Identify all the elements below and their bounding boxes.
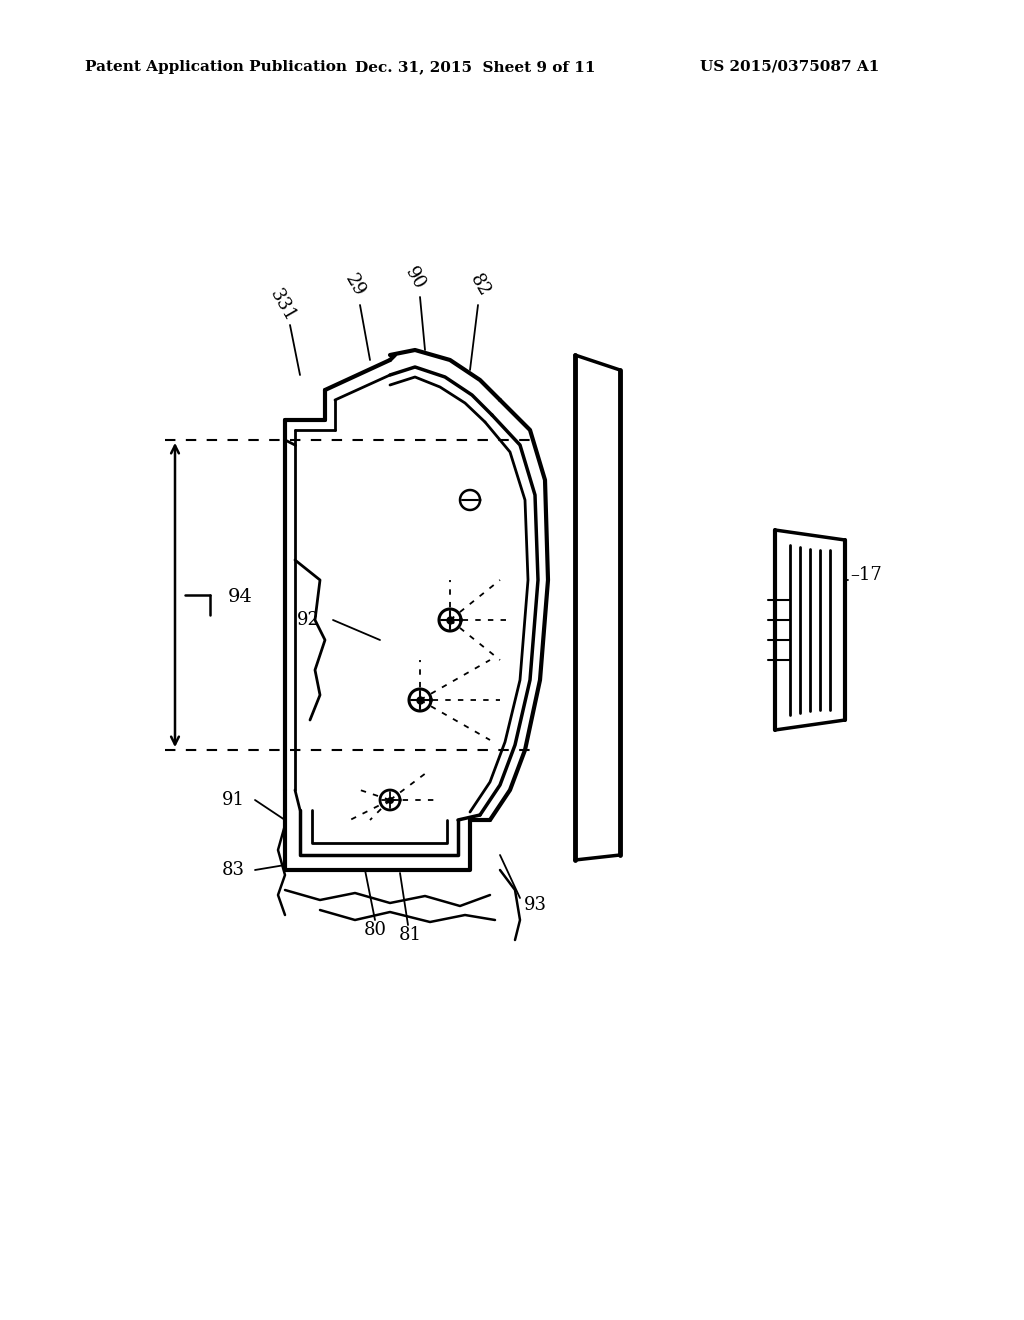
Text: 331: 331 <box>266 285 299 325</box>
Text: 92: 92 <box>297 611 319 630</box>
Text: US 2015/0375087 A1: US 2015/0375087 A1 <box>700 59 880 74</box>
Text: 82: 82 <box>467 271 494 300</box>
Text: 80: 80 <box>364 921 386 939</box>
Text: 29: 29 <box>341 271 369 300</box>
Text: –17: –17 <box>850 566 882 583</box>
Text: Dec. 31, 2015  Sheet 9 of 11: Dec. 31, 2015 Sheet 9 of 11 <box>355 59 596 74</box>
Text: 81: 81 <box>398 927 422 944</box>
Text: 91: 91 <box>222 791 245 809</box>
Text: 83: 83 <box>222 861 245 879</box>
Text: 93: 93 <box>523 896 547 913</box>
Text: Patent Application Publication: Patent Application Publication <box>85 59 347 74</box>
Text: 94: 94 <box>228 587 253 606</box>
Text: 90: 90 <box>401 264 429 293</box>
